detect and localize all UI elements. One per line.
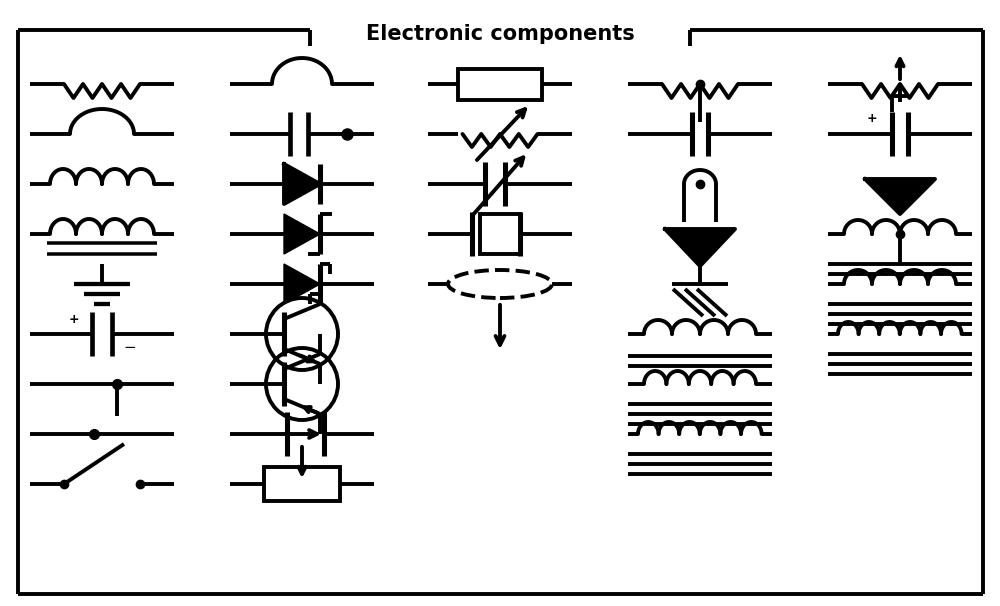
Text: +: + (867, 112, 877, 124)
Text: Electronic components: Electronic components (366, 24, 634, 44)
Text: −: − (124, 341, 136, 356)
Bar (458, 68, 542, 99)
Text: +: + (69, 313, 79, 327)
Polygon shape (284, 214, 320, 254)
Bar (264, 467, 340, 501)
Polygon shape (865, 179, 935, 214)
Polygon shape (665, 229, 735, 266)
Polygon shape (284, 264, 320, 304)
Polygon shape (284, 164, 320, 204)
Bar (480, 214, 520, 254)
